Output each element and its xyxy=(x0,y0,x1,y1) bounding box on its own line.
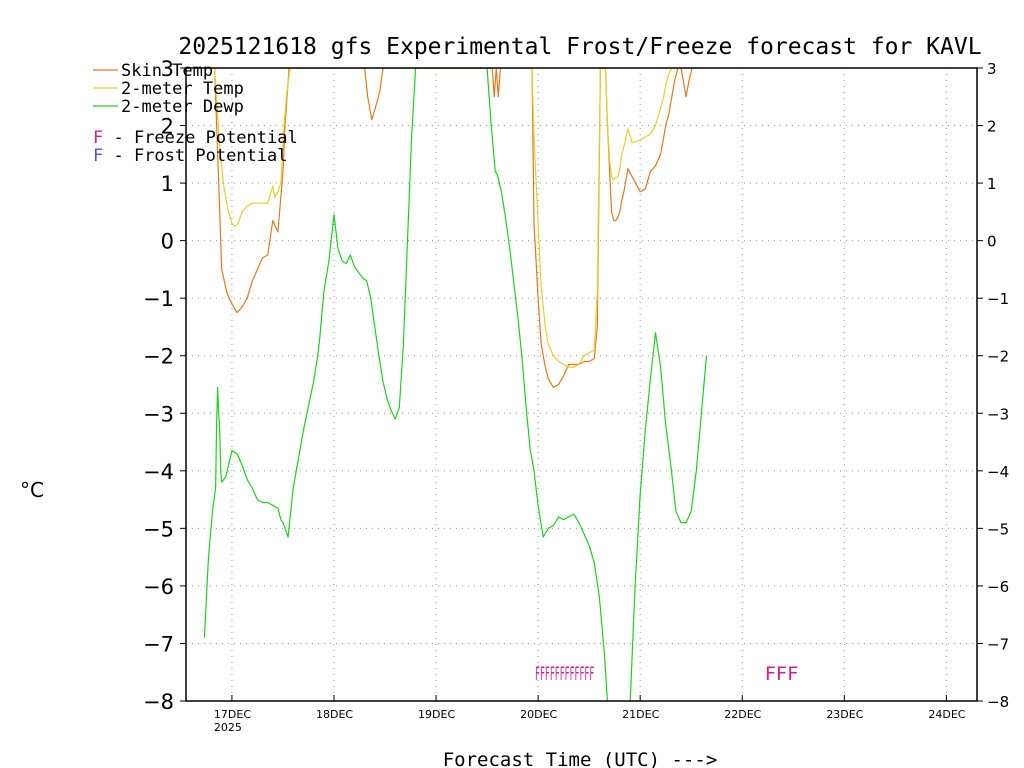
series-layer xyxy=(203,68,708,701)
chart-title: 2025121618 gfs Experimental Frost/Freeze… xyxy=(178,34,981,60)
x-tick-label: 18DEC xyxy=(316,708,353,721)
y-tick-label-right: 0 xyxy=(987,233,997,251)
legend-label-2m-temp: 2-meter Temp xyxy=(121,79,244,99)
y-tick-label: 2 xyxy=(161,115,174,139)
y-tick-label: 0 xyxy=(161,230,174,254)
y-axis-label: °C xyxy=(20,478,44,502)
y-tick-label-right: −5 xyxy=(987,520,1009,538)
y-tick-label-right: −4 xyxy=(987,463,1009,481)
y-tick-label: −6 xyxy=(143,575,174,599)
y-tick-label: −7 xyxy=(143,632,174,656)
freeze-potential-marker: FFFFFFFFFFFF xyxy=(535,663,594,685)
series-line-2-meter-dewp xyxy=(203,68,708,701)
series-line-2-meter-temp xyxy=(214,68,696,368)
y-tick-label-right: −3 xyxy=(987,405,1009,423)
y-tick-label-right: 3 xyxy=(987,60,997,78)
legend-label-skin-temp: Skin Temp xyxy=(121,61,213,81)
plot-frame xyxy=(185,67,978,702)
y-tick-label-right: 2 xyxy=(987,118,997,136)
y-tick-label: −5 xyxy=(143,517,174,541)
x-tick-label: 22DEC xyxy=(724,708,761,721)
freeze-potential-note: F - Freeze Potential xyxy=(93,128,298,148)
legend: Skin Temp 2-meter Temp 2-meter Dewp F - … xyxy=(93,61,298,166)
y-axis: −8 −8 −7 −7 −6 −6 −5 −5 −4 −4 −3 −3 −2 −2 −1 −1 0 0 1 1 2 2 3 3 xyxy=(143,57,1009,714)
y-tick-label: −8 xyxy=(143,690,174,714)
y-tick-label-right: 1 xyxy=(987,175,997,193)
x-tick-label: 24DEC xyxy=(928,708,965,721)
x-axis-label: Forecast Time (UTC) ---> xyxy=(443,749,718,768)
y-tick-label-right: −8 xyxy=(987,693,1009,711)
y-tick-label: −2 xyxy=(143,345,174,369)
y-tick-label: −1 xyxy=(143,287,174,311)
y-tick-label: −3 xyxy=(143,402,174,426)
x-tick-label: 20DEC xyxy=(520,708,557,721)
x-tick-label: 23DEC xyxy=(826,708,863,721)
freeze-potential-marker: FFF xyxy=(765,663,799,685)
x-tick-label: 21DEC xyxy=(622,708,659,721)
x-tick-sublabel: 2025 xyxy=(214,721,242,734)
y-tick-label-right: −7 xyxy=(987,635,1009,653)
x-tick-label: 19DEC xyxy=(418,708,455,721)
y-tick-label: 1 xyxy=(161,172,174,196)
freeze-annotations: FFFFFFFFFFFF FFF xyxy=(535,663,798,685)
series-line-skin-temp xyxy=(214,68,693,388)
y-tick-label: −4 xyxy=(143,460,174,484)
y-tick-label: 3 xyxy=(161,57,174,81)
legend-label-2m-dewp: 2-meter Dewp xyxy=(121,97,244,117)
x-tick-label: 17DEC xyxy=(214,708,251,721)
y-tick-label-right: −2 xyxy=(987,348,1009,366)
grid xyxy=(186,68,977,701)
y-tick-label-right: −6 xyxy=(987,578,1009,596)
frost-potential-note: F - Frost Potential xyxy=(93,146,287,166)
y-tick-label-right: −1 xyxy=(987,290,1009,308)
